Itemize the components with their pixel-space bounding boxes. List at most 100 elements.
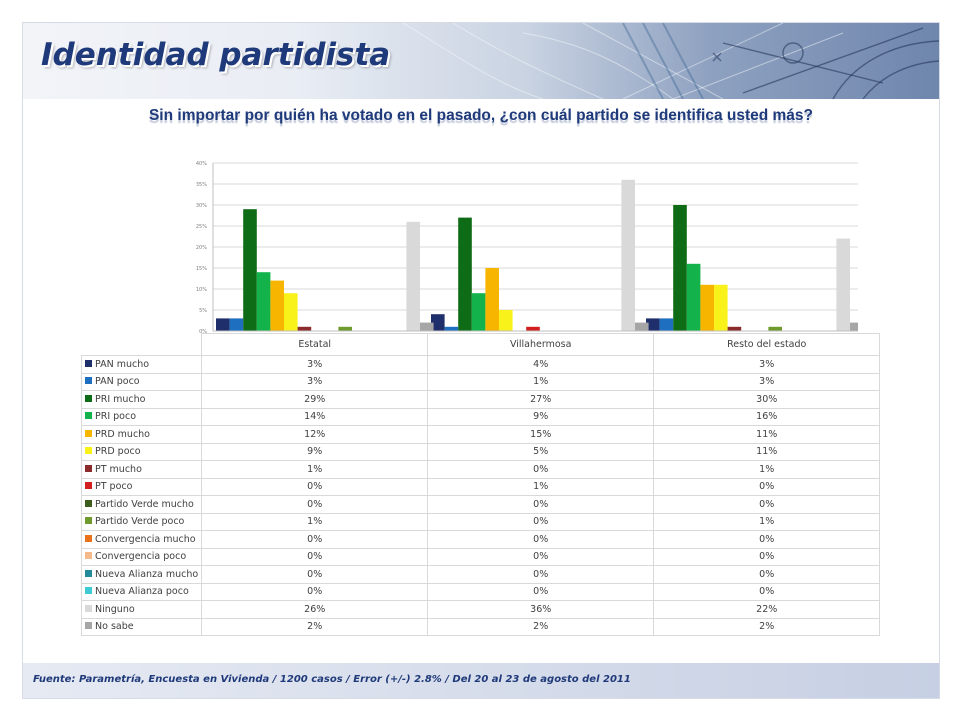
bar-pan-poco <box>659 318 674 331</box>
data-cell: 0% <box>427 530 655 549</box>
bar-chart: 0% 5% 10% 15% 20% 25% 30% 35% 40% <box>168 153 864 337</box>
legend-entry: Convergencia mucho <box>80 530 203 549</box>
data-cell: 3% <box>653 355 881 374</box>
legend-swatch-icon <box>85 569 92 577</box>
table-row: PRI poco 14% 9% 16% <box>80 407 881 426</box>
table-header-row: Estatal Villahermosa Resto del estado <box>81 333 881 356</box>
legend-entry: No sabe <box>80 617 203 636</box>
series-name: Ninguno <box>95 603 135 615</box>
data-cell: 0% <box>653 477 881 496</box>
legend-swatch-icon <box>85 587 92 595</box>
data-cell: 9% <box>427 407 655 426</box>
data-cell: 29% <box>201 390 429 409</box>
bar-no-sabe <box>420 322 434 331</box>
legend-entry: PT mucho <box>80 460 203 479</box>
bar-pri-mucho <box>243 209 257 331</box>
bar-pt-mucho <box>727 326 742 331</box>
legend-swatch-icon <box>85 447 92 455</box>
series-name: PRD poco <box>95 446 141 458</box>
series-name: PAN poco <box>95 376 140 388</box>
legend-entry: PRD poco <box>80 442 203 461</box>
legend-entry: Convergencia poco <box>80 547 203 566</box>
y-tick-label: 15% <box>196 266 207 272</box>
data-cell: 0% <box>201 495 429 514</box>
y-tick-label: 20% <box>196 245 207 251</box>
footer-bar: Fuente: Parametría, Encuesta en Vivienda… <box>23 663 939 698</box>
banner-decoration <box>402 23 939 99</box>
bar-prd-poco <box>499 310 513 331</box>
header-banner: Identidad partidista <box>23 23 939 99</box>
bar-pri-mucho <box>458 217 472 331</box>
data-cell: 1% <box>201 460 429 479</box>
table-row: Convergencia mucho 0% 0% 0% <box>80 530 881 549</box>
data-cell: 15% <box>427 425 655 444</box>
page-title: Identidad partidista <box>41 37 391 73</box>
data-cell: 11% <box>653 425 881 444</box>
table-row: PAN mucho 3% 4% 3% <box>80 355 881 374</box>
series-name: PAN mucho <box>95 358 150 370</box>
data-cell: 2% <box>427 617 655 636</box>
bar-pt-poco <box>526 326 540 331</box>
legend-entry: PRD mucho <box>80 425 203 444</box>
table-row: Partido Verde mucho 0% 0% 0% <box>80 495 881 514</box>
legend-swatch-icon <box>85 552 92 560</box>
data-cell: 26% <box>201 600 429 619</box>
legend-swatch-icon <box>85 604 92 612</box>
bar-pt-mucho <box>297 326 312 331</box>
data-cell: 5% <box>427 442 655 461</box>
bar-pri-poco <box>256 272 271 331</box>
bar-prd-poco <box>284 293 298 331</box>
legend-swatch-icon <box>85 482 92 490</box>
slide: Identidad partidista Sin importar por qu… <box>22 22 940 699</box>
data-cell: 2% <box>201 617 429 636</box>
legend-swatch-icon <box>85 622 92 630</box>
legend-swatch-icon <box>85 429 92 437</box>
table-row: Nueva Alianza mucho 0% 0% 0% <box>80 565 881 584</box>
series-name: Convergencia poco <box>95 551 187 563</box>
data-cell: 1% <box>653 460 881 479</box>
data-cell: 0% <box>427 512 655 531</box>
y-tick-label: 10% <box>196 287 207 293</box>
bar-no-sabe <box>850 322 864 331</box>
data-cell: 0% <box>427 582 655 601</box>
table-row: No sabe 2% 2% 2% <box>80 617 881 636</box>
bar-ninguno <box>621 179 635 331</box>
data-cell: 0% <box>427 565 655 584</box>
data-cell: 2% <box>653 617 881 636</box>
legend-swatch-icon <box>85 499 92 507</box>
series-name: PRI mucho <box>95 393 146 405</box>
bar-pan-mucho <box>646 318 660 331</box>
data-cell: 30% <box>653 390 881 409</box>
data-cell: 0% <box>653 547 881 566</box>
table-row: Partido Verde poco 1% 0% 1% <box>80 512 881 531</box>
data-cell: 0% <box>201 477 429 496</box>
data-cell: 27% <box>427 390 655 409</box>
legend-swatch-icon <box>85 464 92 472</box>
bar-chart-svg: 0% 5% 10% 15% 20% 25% 30% 35% 40% <box>196 161 864 335</box>
data-cell: 0% <box>201 530 429 549</box>
bar-ninguno <box>836 238 850 331</box>
series-name: PT mucho <box>95 463 142 475</box>
y-tick-label: 5% <box>199 308 207 314</box>
data-cell: 11% <box>653 442 881 461</box>
data-cell: 22% <box>653 600 881 619</box>
bar-pri-poco <box>686 263 701 331</box>
bar-prd-mucho <box>485 268 499 331</box>
bar-no-sabe <box>635 322 649 331</box>
data-cell: 0% <box>201 582 429 601</box>
bar-pan-poco <box>229 318 244 331</box>
data-cell: 16% <box>653 407 881 426</box>
legend-entry: PAN poco <box>80 372 203 391</box>
table-row: PRI mucho 29% 27% 30% <box>80 390 881 409</box>
legend-swatch-icon <box>85 412 92 420</box>
data-cell: 9% <box>201 442 429 461</box>
data-cell: 1% <box>653 512 881 531</box>
series-name: Nueva Alianza mucho <box>95 568 199 580</box>
y-tick-label: 0% <box>199 329 207 333</box>
bar-prd-mucho <box>700 284 714 331</box>
data-cell: 0% <box>653 565 881 584</box>
category-header: Resto del estado <box>653 333 881 356</box>
data-cell: 0% <box>653 530 881 549</box>
data-cell: 0% <box>653 582 881 601</box>
data-cell: 0% <box>653 495 881 514</box>
